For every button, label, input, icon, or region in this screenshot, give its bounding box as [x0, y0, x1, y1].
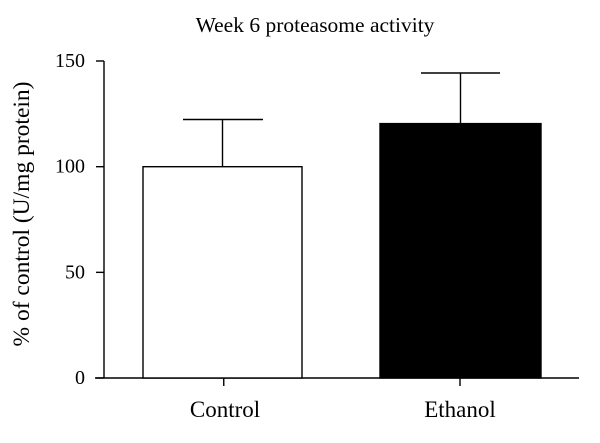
- svg-text:Ethanol: Ethanol: [424, 397, 496, 422]
- svg-text:Week 6 proteasome activity: Week 6 proteasome activity: [196, 13, 435, 37]
- svg-text:50: 50: [65, 261, 85, 283]
- svg-text:100: 100: [55, 156, 85, 178]
- svg-text:Control: Control: [190, 397, 260, 422]
- svg-text:% of control (U/mg protein): % of control (U/mg protein): [9, 82, 35, 347]
- svg-text:150: 150: [55, 50, 85, 72]
- svg-text:0: 0: [75, 367, 85, 389]
